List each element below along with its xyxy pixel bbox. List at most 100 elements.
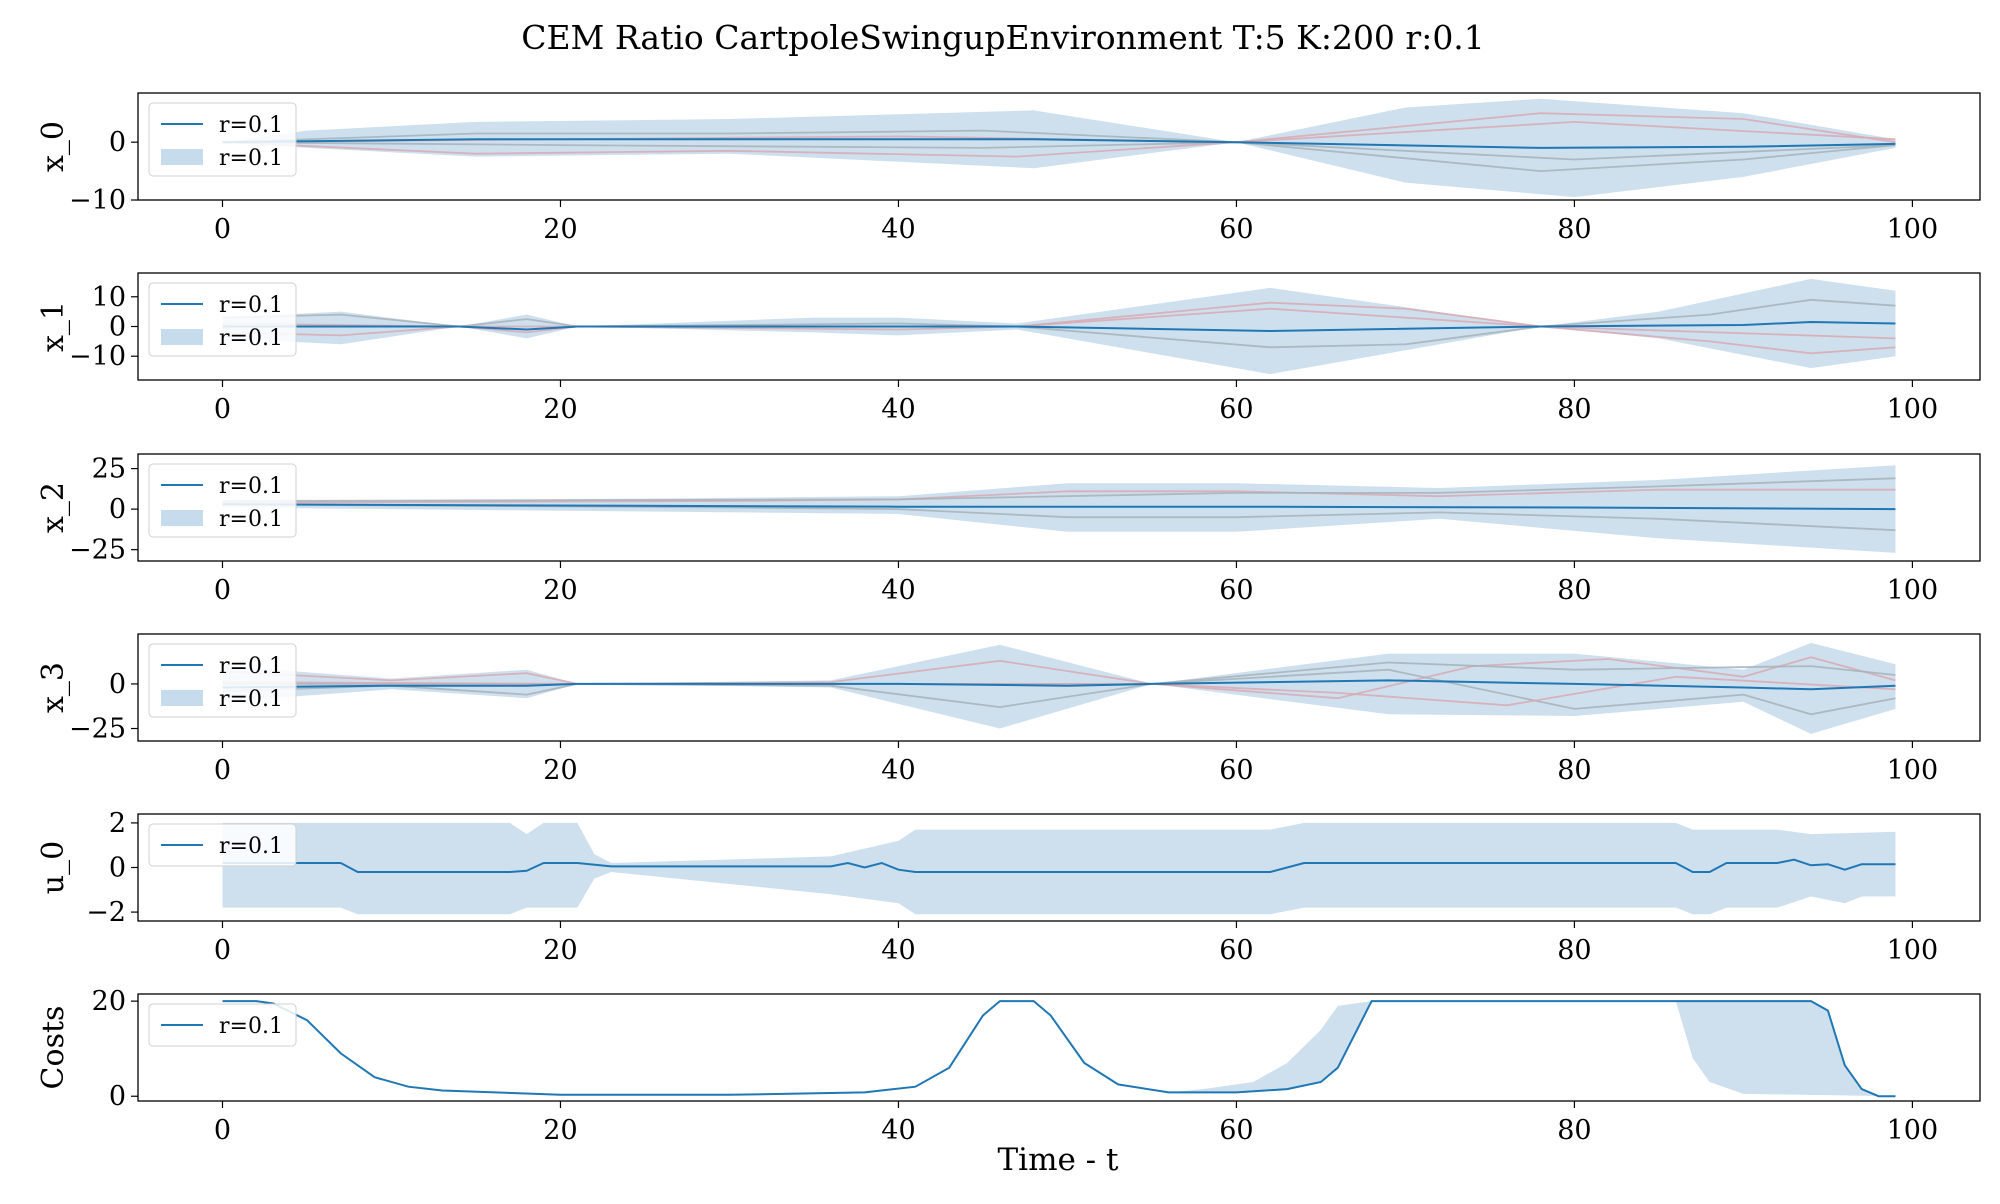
legend-label: r=0.1 <box>219 834 283 859</box>
mean-line <box>222 138 1896 149</box>
mean-line <box>222 503 1896 511</box>
legend: r=0.1 <box>148 1003 297 1047</box>
sample-line-1 <box>222 668 1896 716</box>
y-tick-label: 20 <box>92 986 126 1017</box>
legend-frame <box>148 1003 297 1047</box>
x-tick-label: 100 <box>1887 1115 1939 1146</box>
x-tick-label: 100 <box>1887 394 1939 425</box>
legend: r=0.1 r=0.1 <box>148 102 297 177</box>
subplot-x-2: 0 20 40 60 80 100 −25 0 25 x_2 r=0.1 r=0.1 <box>36 453 1981 606</box>
x-tick-label: 60 <box>1219 1115 1253 1146</box>
y-tick-label: −25 <box>69 535 126 566</box>
legend-band-swatch <box>161 690 203 706</box>
legend-label: r=0.1 <box>219 146 283 171</box>
y-tick-label: 0 <box>109 312 126 343</box>
y-axis-label: u_0 <box>36 841 71 894</box>
legend: r=0.1 <box>148 823 297 867</box>
y-tick-label: 0 <box>109 853 126 884</box>
mean-line <box>222 858 1896 873</box>
legend-band-swatch <box>161 149 203 165</box>
legend-frame <box>148 823 297 867</box>
x-tick-label: 20 <box>543 214 577 245</box>
legend-label: r=0.1 <box>219 326 283 351</box>
legend-label: r=0.1 <box>219 1014 283 1039</box>
y-axis-label: x_0 <box>36 121 71 172</box>
x-tick-label: 0 <box>214 575 231 606</box>
y-axis-label: x_3 <box>36 662 71 713</box>
axes-frame <box>137 92 1981 201</box>
sample-line-1 <box>222 112 1896 158</box>
y-tick-label: −2 <box>86 897 126 928</box>
y-tick-label: −25 <box>69 714 126 745</box>
y-tick-label: 2 <box>109 808 126 839</box>
x-tick-label: 100 <box>1887 575 1939 606</box>
x-tick-label: 0 <box>214 214 231 245</box>
x-tick-label: 60 <box>1219 394 1253 425</box>
sample-line-1 <box>222 503 1896 532</box>
chart-title: CEM Ratio CartpoleSwingupEnvironment T:5… <box>521 18 1485 57</box>
x-tick-label: 0 <box>214 1115 231 1146</box>
y-tick-label: 0 <box>109 669 126 700</box>
legend: r=0.1 r=0.1 <box>148 643 297 718</box>
subplot-x-0: 0 20 40 60 80 100 −10 0 x_0 r=0.1 r=0.1 <box>36 92 1981 245</box>
confidence-band <box>222 822 1896 915</box>
sample-line-2 <box>222 477 1896 502</box>
legend-label: r=0.1 <box>219 507 283 532</box>
axes-frame <box>137 633 1981 742</box>
x-tick-label: 0 <box>214 394 231 425</box>
legend-label: r=0.1 <box>219 113 283 138</box>
x-tick-label: 20 <box>543 575 577 606</box>
y-axis-label: x_1 <box>36 301 71 352</box>
mean-line <box>222 1000 1896 1098</box>
y-tick-label: 0 <box>109 494 126 525</box>
sample-line-0 <box>222 488 1896 504</box>
x-tick-label: 60 <box>1219 214 1253 245</box>
x-tick-label: 60 <box>1219 755 1253 786</box>
plot-area <box>222 822 1896 915</box>
x-tick-label: 60 <box>1219 575 1253 606</box>
y-tick-label: 25 <box>92 454 126 485</box>
legend-band-swatch <box>161 510 203 526</box>
subplot-costs: 0 20 40 60 80 100 0 20 Costs r=0.1 <box>36 986 1981 1146</box>
confidence-band <box>222 1001 1896 1097</box>
plot-area <box>222 278 1896 375</box>
sample-line-3 <box>222 141 1896 161</box>
legend-label: r=0.1 <box>219 474 283 499</box>
x-tick-label: 20 <box>543 935 577 966</box>
plot-area <box>222 465 1896 553</box>
y-tick-label: −10 <box>69 341 126 372</box>
axes-frame <box>137 993 1981 1102</box>
subplot-x-3: 0 20 40 60 80 100 −25 0 x_3 r=0.1 r=0.1 <box>36 633 1981 786</box>
legend-label: r=0.1 <box>219 687 283 712</box>
confidence-band <box>222 98 1896 198</box>
confidence-band <box>222 465 1896 553</box>
sample-line-0 <box>222 129 1896 173</box>
y-tick-label: 0 <box>109 1081 126 1112</box>
subplot-u-0: 0 20 40 60 80 100 −2 0 2 u_0 r=0.1 <box>36 808 1981 966</box>
x-tick-label: 20 <box>543 394 577 425</box>
x-tick-label: 20 <box>543 755 577 786</box>
legend-band-swatch <box>161 329 203 345</box>
x-tick-label: 80 <box>1557 755 1591 786</box>
x-tick-label: 80 <box>1557 935 1591 966</box>
x-tick-label: 100 <box>1887 935 1939 966</box>
x-tick-label: 60 <box>1219 935 1253 966</box>
axes-frame <box>137 453 1981 562</box>
x-tick-label: 80 <box>1557 394 1591 425</box>
mean-line <box>222 320 1896 333</box>
confidence-band <box>222 642 1896 734</box>
x-tick-label: 40 <box>881 394 915 425</box>
x-tick-label: 80 <box>1557 214 1591 245</box>
plot-area <box>222 98 1896 198</box>
legend-label: r=0.1 <box>219 654 283 679</box>
x-axis-label: Time - t <box>998 1142 1120 1178</box>
y-tick-label: 0 <box>109 127 126 158</box>
y-tick-label: 10 <box>92 282 126 313</box>
legend: r=0.1 r=0.1 <box>148 282 297 357</box>
x-tick-label: 100 <box>1887 755 1939 786</box>
x-tick-label: 0 <box>214 755 231 786</box>
x-tick-label: 100 <box>1887 214 1939 245</box>
